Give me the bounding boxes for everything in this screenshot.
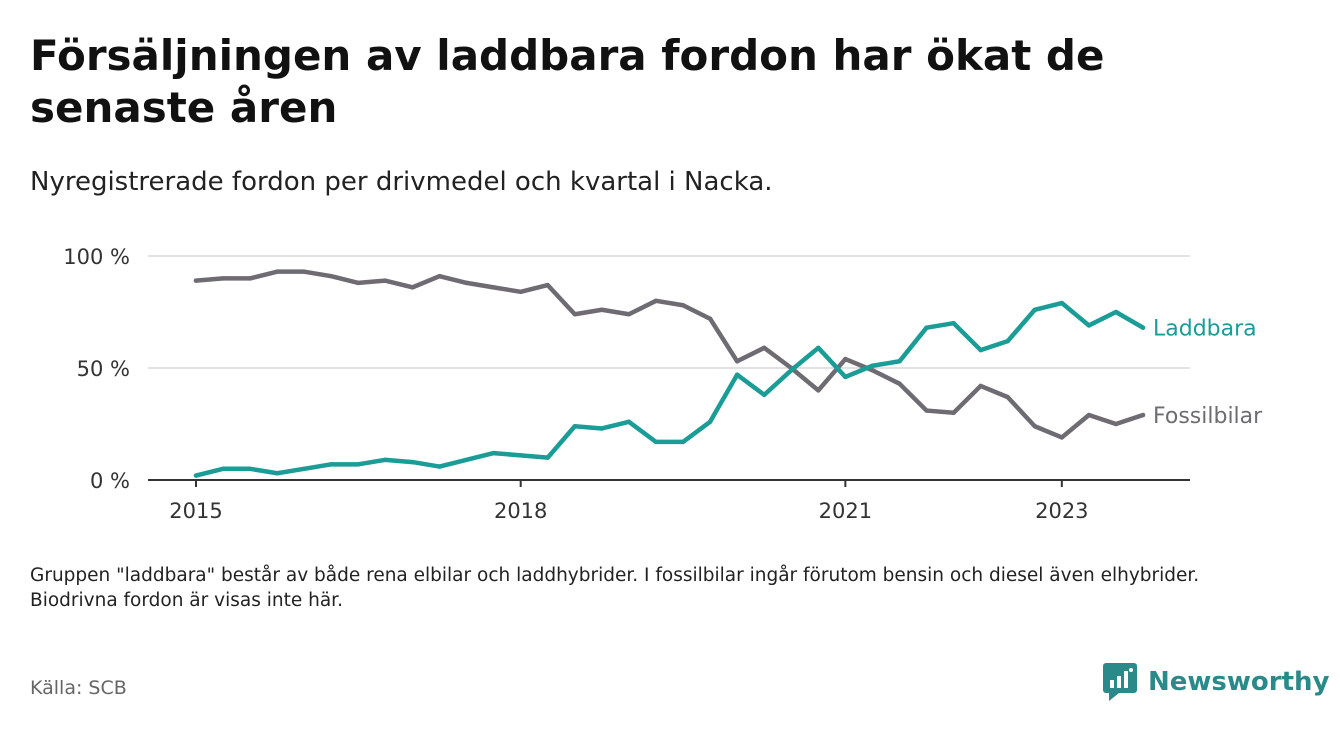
data-point-fossilbilar xyxy=(1140,412,1146,418)
data-point-fossilbilar xyxy=(870,368,875,373)
data-point-fossilbilar xyxy=(951,410,956,415)
source-credit: Källa: SCB xyxy=(30,677,127,699)
data-point-fossilbilar xyxy=(518,289,523,295)
y-tick-label: 100 % xyxy=(63,245,130,269)
data-point-fossilbilar xyxy=(924,408,929,413)
x-tick-label: 2021 xyxy=(819,499,872,523)
data-point-laddbara xyxy=(572,424,577,429)
data-point-fossilbilar xyxy=(626,312,632,317)
data-point-fossilbilar xyxy=(762,345,767,351)
data-point-laddbara xyxy=(220,466,226,471)
data-point-fossilbilar xyxy=(410,285,415,290)
footnote: Gruppen "laddbara" består av både rena e… xyxy=(30,565,1200,611)
data-point-laddbara xyxy=(762,392,767,398)
y-tick-label: 50 % xyxy=(77,357,130,381)
data-point-laddbara xyxy=(410,459,415,465)
x-tick-label: 2023 xyxy=(1035,499,1088,523)
series-lines xyxy=(193,269,1146,478)
data-point-fossilbilar xyxy=(383,278,388,283)
data-point-fossilbilar xyxy=(247,276,253,281)
data-point-laddbara xyxy=(329,462,334,467)
data-point-laddbara xyxy=(464,457,469,463)
data-point-laddbara xyxy=(437,464,442,469)
data-point-laddbara xyxy=(599,426,605,431)
data-point-laddbara xyxy=(1005,338,1010,344)
data-point-fossilbilar xyxy=(302,269,307,274)
data-point-laddbara xyxy=(1086,323,1092,328)
data-point-laddbara xyxy=(870,363,875,368)
series-line-fossilbilar xyxy=(193,269,1146,440)
data-point-laddbara xyxy=(951,321,956,326)
data-point-fossilbilar xyxy=(1032,424,1037,429)
data-point-fossilbilar xyxy=(274,269,280,274)
data-point-fossilbilar xyxy=(1113,421,1119,427)
data-point-fossilbilar xyxy=(491,285,496,290)
data-point-fossilbilar xyxy=(707,316,713,321)
data-point-laddbara xyxy=(1059,300,1065,306)
data-point-fossilbilar xyxy=(1005,394,1010,400)
data-point-laddbara xyxy=(356,462,361,467)
data-point-laddbara xyxy=(302,466,307,471)
data-point-laddbara xyxy=(680,439,686,445)
line-chart: 0 % 50 % 100 % 2015 2018 2021 2023 Fossilbila… xyxy=(63,245,1263,523)
x-axis: 2015 2018 2021 2023 xyxy=(148,479,1190,523)
data-point-laddbara xyxy=(707,419,713,424)
data-point-fossilbilar xyxy=(1086,412,1092,418)
data-point-laddbara xyxy=(653,439,659,445)
series-labels: Fossilbilar Laddbara xyxy=(1153,317,1263,429)
x-tick-label: 2015 xyxy=(169,499,222,523)
newsworthy-logo-icon xyxy=(1103,663,1137,701)
data-point-laddbara xyxy=(897,359,902,364)
data-point-fossilbilar xyxy=(193,278,199,283)
data-point-laddbara xyxy=(274,471,280,476)
series-line-laddbara xyxy=(193,300,1146,478)
x-tick-label: 2018 xyxy=(494,499,547,523)
chart-title: Försäljningen av laddbara fordon har öka… xyxy=(30,31,1105,132)
y-tick-label: 0 % xyxy=(90,469,130,493)
series-label-laddbara: Laddbara xyxy=(1153,317,1257,342)
data-point-laddbara xyxy=(789,368,794,373)
data-point-laddbara xyxy=(193,473,199,478)
data-point-fossilbilar xyxy=(680,303,686,308)
gridlines xyxy=(148,255,1190,369)
data-point-laddbara xyxy=(734,372,740,377)
newsworthy-brand: Newsworthy xyxy=(1102,662,1329,702)
data-point-fossilbilar xyxy=(897,381,902,386)
data-point-fossilbilar xyxy=(599,307,605,312)
y-axis-tick-labels: 0 % 50 % 100 % xyxy=(63,245,130,493)
data-point-laddbara xyxy=(491,450,496,456)
data-point-laddbara xyxy=(924,325,929,330)
data-point-fossilbilar xyxy=(978,383,983,389)
data-point-laddbara xyxy=(1140,325,1146,330)
data-point-fossilbilar xyxy=(653,298,659,303)
data-point-laddbara xyxy=(545,455,550,460)
data-point-laddbara xyxy=(843,374,848,380)
data-point-laddbara xyxy=(978,347,983,353)
series-label-fossilbilar: Fossilbilar xyxy=(1153,404,1263,429)
data-point-laddbara xyxy=(383,457,388,463)
data-point-fossilbilar xyxy=(1059,435,1065,440)
data-point-fossilbilar xyxy=(816,388,821,393)
data-point-fossilbilar xyxy=(356,280,361,286)
data-point-laddbara xyxy=(1113,309,1119,315)
chart-subtitle: Nyregistrerade fordon per drivmedel och … xyxy=(30,167,773,197)
data-point-fossilbilar xyxy=(843,356,848,362)
data-point-fossilbilar xyxy=(572,312,577,317)
data-point-fossilbilar xyxy=(734,359,740,364)
data-point-fossilbilar xyxy=(329,273,334,279)
data-point-laddbara xyxy=(626,419,632,424)
data-point-laddbara xyxy=(816,345,821,351)
data-point-laddbara xyxy=(1032,307,1037,312)
data-point-fossilbilar xyxy=(437,273,442,279)
data-point-laddbara xyxy=(518,453,523,458)
brand-name: Newsworthy xyxy=(1148,667,1330,697)
data-point-fossilbilar xyxy=(220,276,226,281)
data-point-fossilbilar xyxy=(464,280,469,286)
data-point-fossilbilar xyxy=(545,282,550,288)
data-point-laddbara xyxy=(247,466,253,471)
